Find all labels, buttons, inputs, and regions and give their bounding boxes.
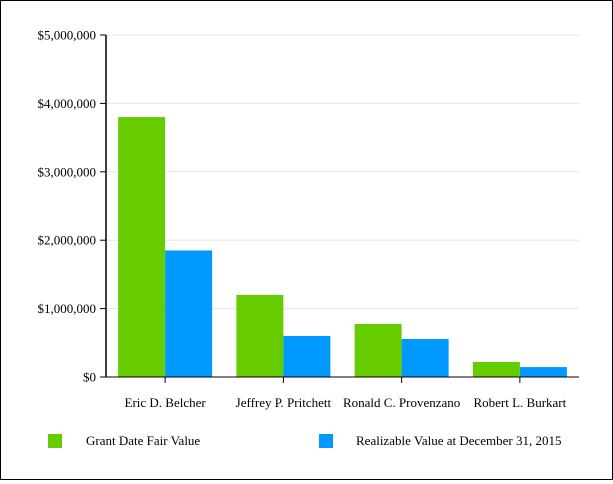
y-tick-label: $0 bbox=[83, 370, 96, 385]
bar-realizable-value bbox=[401, 339, 449, 377]
legend-label-grant-date-fair-value: Grant Date Fair Value bbox=[86, 433, 200, 448]
y-tick-label: $4,000,000 bbox=[38, 96, 97, 111]
x-tick-label: Ronald C. Provenzano bbox=[343, 395, 460, 410]
bar-grant-date-fair-value bbox=[472, 361, 520, 377]
legend-label-realizable-value: Realizable Value at December 31, 2015 bbox=[356, 433, 562, 448]
y-tick-label: $5,000,000 bbox=[38, 28, 97, 43]
bar-realizable-value bbox=[165, 250, 213, 377]
bar-grant-date-fair-value bbox=[118, 117, 166, 377]
legend-swatch-realizable-value bbox=[319, 434, 333, 448]
x-tick-label: Robert L. Burkart bbox=[473, 395, 566, 410]
legend: Grant Date Fair Value Realizable Value a… bbox=[48, 433, 562, 448]
legend-swatch-grant-date-fair-value bbox=[48, 434, 62, 448]
bar-grant-date-fair-value bbox=[354, 323, 402, 377]
bars bbox=[118, 117, 567, 377]
bar-realizable-value bbox=[283, 335, 331, 377]
x-tick-label: Jeffrey P. Pritchett bbox=[236, 395, 332, 410]
y-tick-label: $3,000,000 bbox=[38, 164, 97, 179]
y-tick-label: $1,000,000 bbox=[38, 301, 97, 316]
bar-realizable-value bbox=[519, 367, 567, 377]
x-tick-label: Eric D. Belcher bbox=[125, 395, 207, 410]
bar-grant-date-fair-value bbox=[236, 294, 284, 377]
y-axis-ticks: $0 $1,000,000 $2,000,000 $3,000,000 $4,000,0… bbox=[38, 28, 106, 385]
gridlines bbox=[106, 34, 579, 310]
x-axis-ticks: Eric D. Belcher Jeffrey P. Pritchett Ronal… bbox=[125, 377, 567, 410]
y-tick-label: $2,000,000 bbox=[38, 233, 97, 248]
